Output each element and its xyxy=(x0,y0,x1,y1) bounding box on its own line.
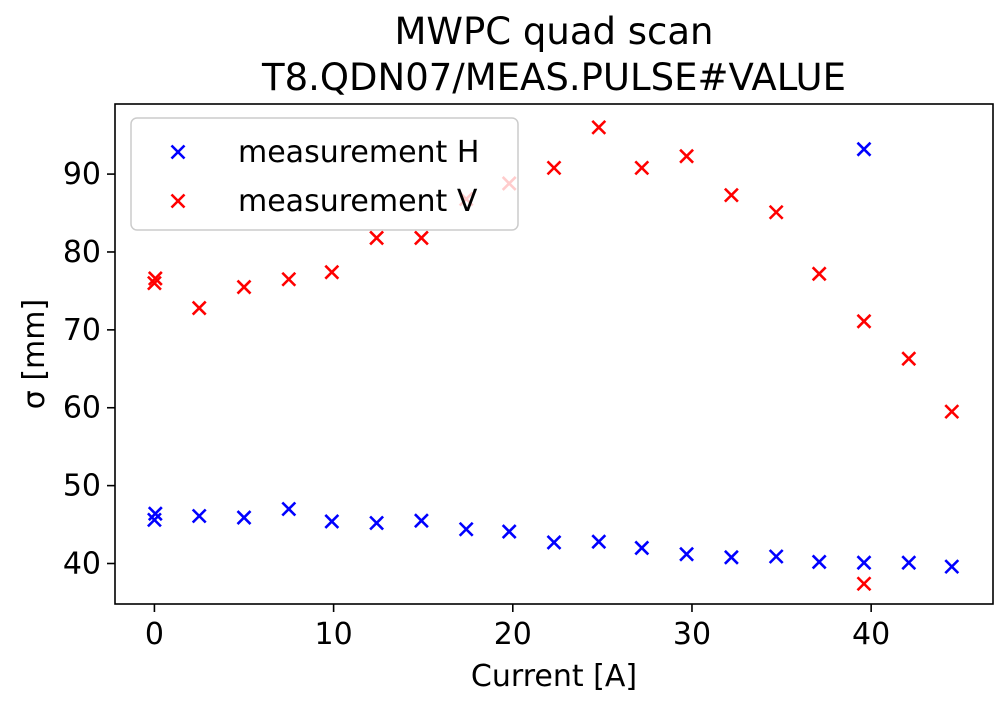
data-point xyxy=(811,554,827,570)
x-axis-ticks: 0 10 20 30 40 xyxy=(145,604,890,652)
chart-title-line-1: MWPC quad scan xyxy=(394,10,714,53)
data-point xyxy=(856,555,872,571)
y-tick-label: 70 xyxy=(63,313,101,348)
data-point xyxy=(591,119,607,135)
x-tick-label: 0 xyxy=(145,617,164,652)
y-axis-ticks: 40 50 60 70 80 90 xyxy=(63,157,115,582)
data-point xyxy=(856,576,872,592)
data-point xyxy=(944,404,960,420)
x-tick-label: 30 xyxy=(673,617,711,652)
x-tick-label: 20 xyxy=(494,617,532,652)
data-point xyxy=(281,501,297,517)
data-point xyxy=(236,279,252,295)
plot-marks xyxy=(147,119,960,592)
y-tick-label: 80 xyxy=(63,235,101,270)
data-point xyxy=(191,508,207,524)
legend-box xyxy=(130,117,519,231)
chart-title-line-2: T8.QDN07/MEAS.PULSE#VALUE xyxy=(262,56,846,99)
data-point xyxy=(768,204,784,220)
data-point xyxy=(723,549,739,565)
x-tick-label: 40 xyxy=(852,617,890,652)
y-tick-label: 60 xyxy=(63,391,101,426)
data-point xyxy=(147,506,163,522)
data-point xyxy=(901,555,917,571)
data-point xyxy=(236,510,252,525)
data-point xyxy=(413,513,429,529)
y-tick-label: 40 xyxy=(63,547,101,582)
data-point xyxy=(634,160,650,176)
data-point xyxy=(369,515,385,531)
data-point xyxy=(281,271,297,287)
y-axis-label: σ [mm] xyxy=(17,299,52,409)
plot-frame xyxy=(114,103,994,605)
series-h xyxy=(147,141,960,575)
data-point xyxy=(324,514,340,529)
data-point xyxy=(634,540,650,556)
data-point xyxy=(324,264,340,280)
data-point xyxy=(856,141,872,157)
legend-marker xyxy=(170,144,186,160)
data-point xyxy=(369,230,385,246)
data-point xyxy=(679,148,695,164)
data-point xyxy=(723,187,739,203)
series-v xyxy=(147,119,960,592)
x-tick-label: 10 xyxy=(315,617,353,652)
data-point xyxy=(191,300,207,316)
data-point xyxy=(546,535,562,550)
data-point xyxy=(679,546,695,562)
data-point xyxy=(147,275,162,291)
data-point xyxy=(147,271,163,286)
legend-label: measurement V xyxy=(238,184,478,219)
data-point xyxy=(901,351,917,367)
data-point xyxy=(546,160,562,176)
legend-marker xyxy=(170,193,186,209)
y-tick-label: 50 xyxy=(63,469,101,504)
y-tick-label: 90 xyxy=(63,157,101,192)
data-point xyxy=(591,534,607,550)
data-point xyxy=(768,549,784,564)
legend-label: measurement H xyxy=(238,135,479,170)
x-axis-label: Current [A] xyxy=(471,659,637,694)
data-point xyxy=(458,521,474,537)
data-point xyxy=(856,313,872,329)
data-point xyxy=(811,266,827,282)
data-point xyxy=(413,230,429,246)
legend: measurement H measurement V xyxy=(130,117,519,231)
data-point xyxy=(944,559,960,575)
data-point xyxy=(501,524,517,539)
